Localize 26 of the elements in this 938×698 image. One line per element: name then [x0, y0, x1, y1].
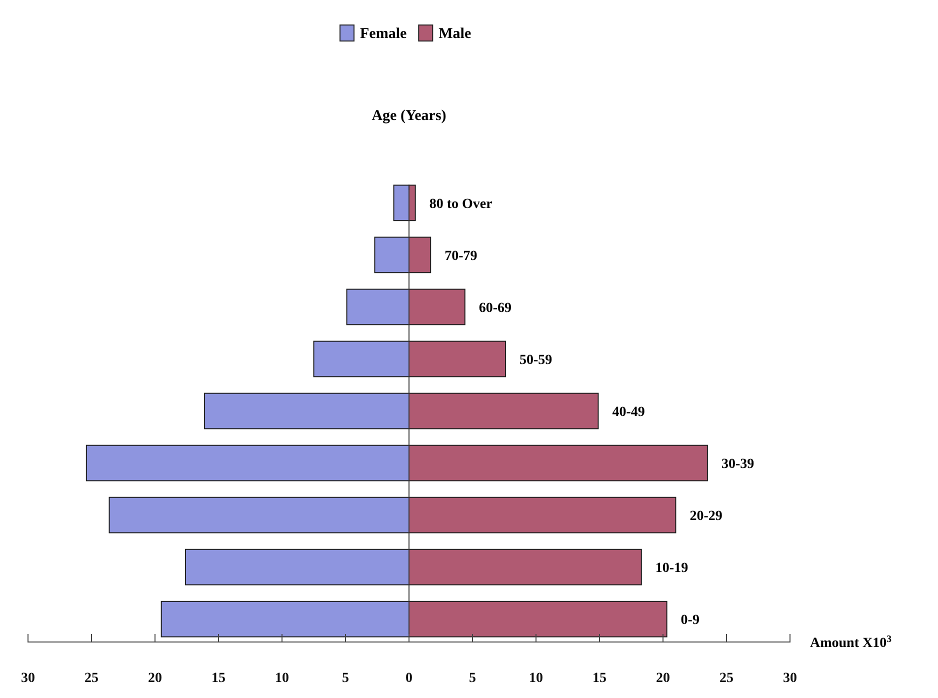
y-tick-label: 10-19 — [655, 560, 688, 576]
x-tick-label: 15 — [592, 670, 606, 686]
legend-label: Male — [438, 26, 472, 42]
x-tick-label: 20 — [148, 670, 162, 686]
x-tick-label: 25 — [84, 670, 98, 686]
x-tick-label: 5 — [342, 670, 349, 686]
x-tick-label: 25 — [720, 670, 734, 686]
y-tick-label: 30-39 — [721, 456, 754, 472]
y-tick-label: 70-79 — [444, 248, 478, 264]
y-tick-label: 80 to Over — [429, 196, 492, 212]
x-tick-label: 10 — [529, 670, 543, 686]
y-tick-label: 60-69 — [478, 300, 512, 316]
x-axis-title: Amount X10$^{3}$ — [810, 634, 892, 651]
y-tick-label: 50-59 — [520, 352, 552, 368]
y-axis-title: Age (Years) — [372, 108, 446, 124]
y-tick-label: 0-9 — [680, 613, 700, 628]
legend-label: Female — [360, 26, 407, 42]
x-tick-label: 30 — [783, 670, 797, 686]
x-tick-label: 10 — [275, 670, 289, 686]
x-tick-label: 20 — [656, 670, 670, 686]
x-tick-label: 5 — [469, 670, 476, 686]
y-tick-label: 20-29 — [690, 508, 722, 524]
x-tick-label: 15 — [212, 670, 226, 686]
y-tick-label: 40-49 — [612, 404, 645, 420]
x-tick-label: 0 — [406, 670, 412, 686]
x-tick-label: 30 — [21, 670, 35, 686]
